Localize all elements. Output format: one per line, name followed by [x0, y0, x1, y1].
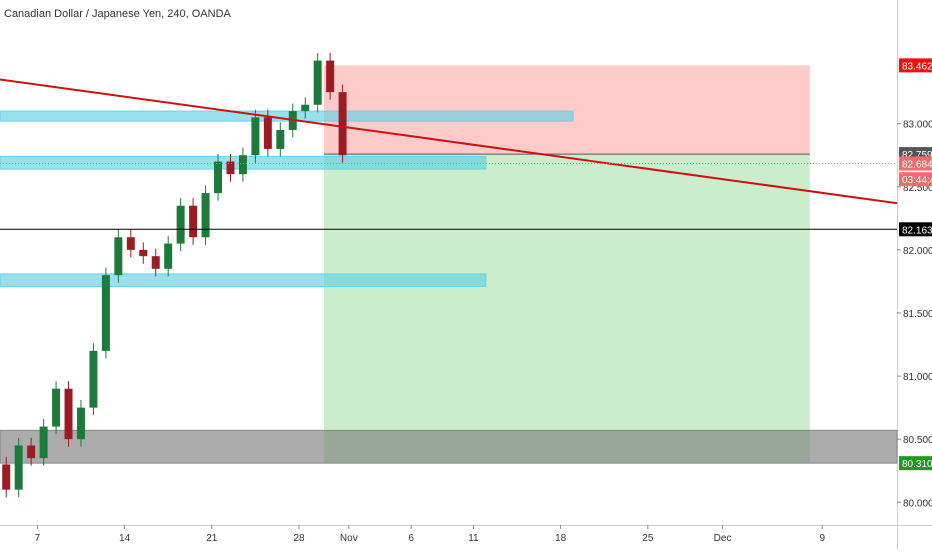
take-profit-zone[interactable]	[323, 154, 810, 464]
candle[interactable]	[164, 243, 173, 269]
price-tag	[899, 172, 932, 187]
candle[interactable]	[338, 92, 347, 156]
candle[interactable]	[139, 249, 148, 257]
candle[interactable]	[114, 237, 123, 276]
price-tag-label: 82.759	[902, 150, 932, 161]
candle[interactable]	[14, 445, 23, 490]
price-tag	[899, 222, 932, 237]
price-tag-label: 82.684	[902, 160, 932, 171]
y-tick-label: 81.500	[903, 309, 932, 320]
candle[interactable]	[2, 464, 11, 490]
candle[interactable]	[52, 388, 61, 427]
price-tag	[899, 456, 932, 471]
candle[interactable]	[214, 161, 223, 194]
y-tick-label: 81.000	[903, 372, 932, 383]
x-tick-label: 9	[819, 533, 825, 544]
candle[interactable]	[126, 237, 135, 250]
zone-2[interactable]	[0, 273, 487, 287]
candle[interactable]	[27, 445, 36, 459]
x-tick-label: 7	[35, 533, 41, 544]
x-tick-label: 28	[293, 533, 305, 544]
price-tag	[899, 58, 932, 73]
candle[interactable]	[89, 350, 98, 408]
x-tick-label: Nov	[340, 533, 358, 544]
price-tag	[899, 156, 932, 171]
candle[interactable]	[276, 129, 285, 149]
x-tick-label: 6	[408, 533, 414, 544]
candle[interactable]	[326, 60, 335, 93]
candle[interactable]	[201, 193, 210, 238]
stop-loss-zone[interactable]	[323, 65, 810, 155]
x-tick-label: 11	[468, 533, 479, 544]
candle[interactable]	[39, 426, 48, 459]
candle[interactable]	[151, 256, 160, 269]
y-tick-label: 83.000	[903, 120, 932, 131]
price-tag-label: 80.310	[902, 459, 932, 470]
candle[interactable]	[263, 117, 272, 149]
candle[interactable]	[238, 155, 247, 175]
zone-3[interactable]	[0, 429, 898, 464]
y-tick-label: 80.500	[903, 435, 932, 446]
candle[interactable]	[226, 161, 235, 175]
candle[interactable]	[251, 117, 260, 156]
candle[interactable]	[301, 104, 310, 112]
price-tag-label: 83.462	[902, 61, 932, 72]
zone-0[interactable]	[0, 110, 574, 122]
x-tick-label: 21	[206, 533, 218, 544]
x-tick-label: 25	[642, 533, 654, 544]
candle[interactable]	[64, 388, 73, 440]
y-tick-label: 80.000	[903, 498, 932, 509]
price-tag-label: 03:44:47	[902, 175, 932, 186]
x-tick-label: 18	[555, 533, 567, 544]
candle[interactable]	[101, 275, 110, 351]
y-tick-label: 82.000	[903, 246, 932, 257]
candle[interactable]	[176, 205, 185, 244]
price-tag-label: 82.163	[902, 225, 932, 236]
candle[interactable]	[76, 407, 85, 440]
candle[interactable]	[189, 205, 198, 238]
y-tick-label: 82.500	[903, 183, 932, 194]
trendline[interactable]	[0, 78, 898, 205]
x-tick-label: 14	[119, 533, 131, 544]
candle[interactable]	[313, 60, 322, 105]
x-tick-label: Dec	[714, 533, 732, 544]
chart-title: Canadian Dollar / Japanese Yen, 240, OAN…	[4, 8, 231, 20]
